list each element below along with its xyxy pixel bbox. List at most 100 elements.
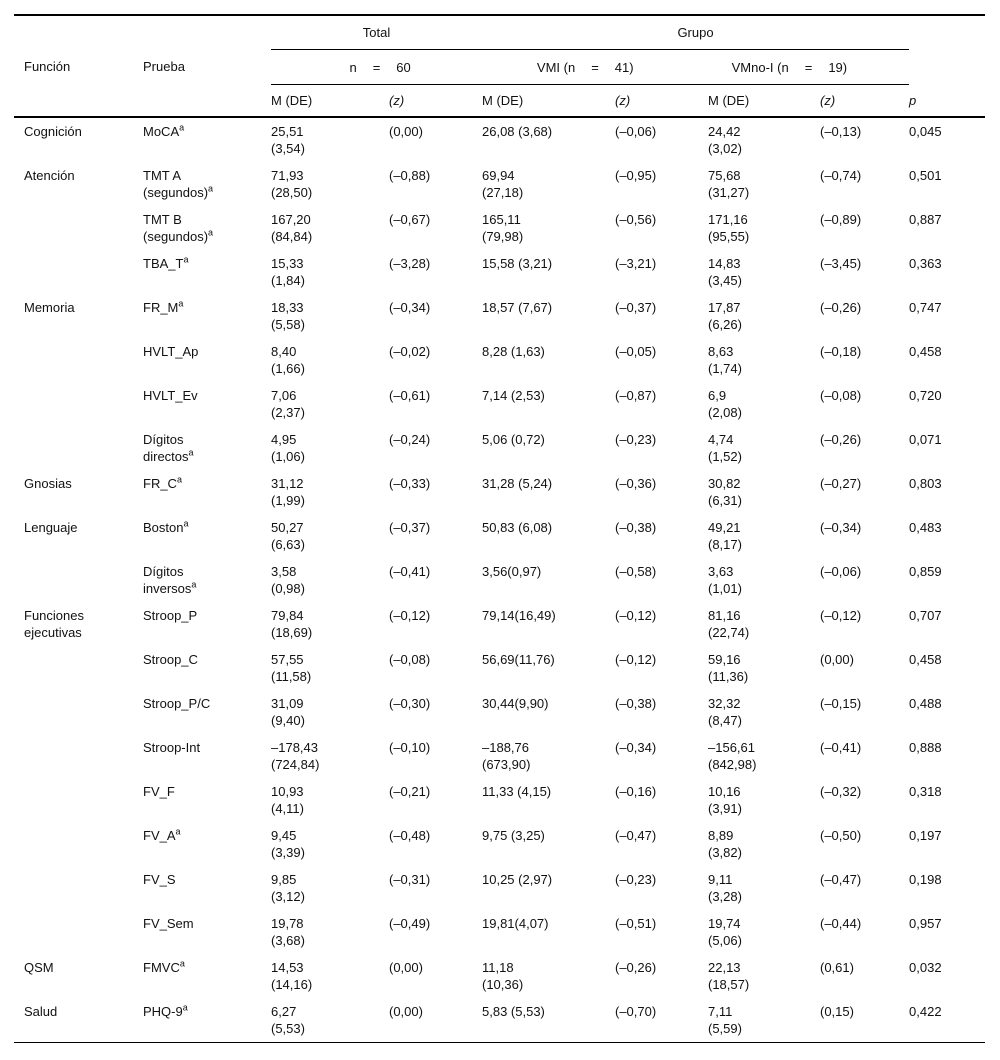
- vmi-mde-cell: 18,57 (7,67): [482, 300, 553, 315]
- p-cell: 0,071: [909, 432, 942, 447]
- prueba-cell: Stroop-Int: [143, 734, 271, 778]
- vmno-z-cell: (–0,32): [820, 784, 862, 799]
- total-z-cell: (–0,10): [389, 740, 431, 755]
- table-row: Memoria FR_Ma 18,33 (5,58) (–0,34) 18,57…: [14, 294, 985, 338]
- vmi-z-cell: (–0,87): [615, 388, 657, 403]
- prueba-label: Stroop_P: [143, 608, 198, 623]
- vmno-z-cell: (–0,47): [820, 872, 862, 887]
- vmi-mde-cell: 9,75 (3,25): [482, 828, 545, 843]
- vmi-z-cell: (–0,47): [615, 828, 657, 843]
- table-row: Lenguaje Bostona 50,27 (6,63) (–0,37) 50…: [14, 514, 985, 558]
- prueba-label: TBA_T: [143, 256, 184, 271]
- vmi-mde-cell: 50,83 (6,08): [482, 520, 553, 535]
- table-row: FV_Sem 19,78 (3,68) (–0,49) 19,81(4,07) …: [14, 910, 985, 954]
- vmno-mde-cell: 10,16 (3,91): [708, 784, 742, 816]
- funcion-cell: Memoria: [24, 300, 75, 315]
- total-mde-cell: 71,93 (28,50): [271, 168, 313, 200]
- prueba-label: FR_M: [143, 300, 179, 315]
- funcion-cell: Lenguaje: [24, 520, 78, 535]
- p-cell: 0,501: [909, 168, 942, 183]
- total-z-cell: (0,00): [389, 960, 423, 975]
- vmi-z-cell: (–0,12): [615, 652, 657, 667]
- prueba-label: Stroop_C: [143, 652, 198, 667]
- funcion-cell: [14, 690, 143, 734]
- table-row: Dígitos directosa 4,95 (1,06) (–0,24) 5,…: [14, 426, 985, 470]
- header-total: Total: [271, 15, 482, 50]
- vmno-z-cell: (–0,08): [820, 388, 862, 403]
- funcion-cell: Gnosias: [24, 476, 72, 491]
- vmno-z-cell: (–0,27): [820, 476, 862, 491]
- p-cell: 0,458: [909, 344, 942, 359]
- vmno-mde-cell: 4,74 (1,52): [708, 432, 742, 464]
- prueba-cell: PHQ-9a: [143, 998, 271, 1043]
- p-cell: 0,888: [909, 740, 942, 755]
- vmno-z-cell: (0,61): [820, 960, 854, 975]
- header-vmno-n: VMno-I (n = 19): [708, 49, 910, 85]
- prueba-label: FMVC: [143, 960, 180, 975]
- footnote-marker: a: [178, 298, 184, 309]
- total-z-cell: (0,00): [389, 1004, 423, 1019]
- prueba-label: FV_Sem: [143, 916, 194, 931]
- p-cell: 0,488: [909, 696, 942, 711]
- p-cell: 0,458: [909, 652, 942, 667]
- total-z-cell: (–0,67): [389, 212, 431, 227]
- total-mde-cell: 50,27 (6,63): [271, 520, 305, 552]
- p-cell: 0,198: [909, 872, 942, 887]
- vmno-z-cell: (0,00): [820, 652, 854, 667]
- header-mde-vmi: M (DE): [482, 84, 615, 118]
- vmi-mde-cell: –188,76 (673,90): [482, 740, 531, 772]
- header-spacer: [909, 50, 985, 85]
- total-n-eq: =: [372, 59, 381, 75]
- vmi-mde-cell: 11,18 (10,36): [482, 960, 524, 992]
- vmno-mde-cell: 24,42 (3,02): [708, 124, 742, 156]
- table-row: Stroop-Int –178,43 (724,84) (–0,10) –188…: [14, 734, 985, 778]
- total-z-cell: (–0,31): [389, 872, 431, 887]
- p-cell: 0,483: [909, 520, 942, 535]
- total-mde-cell: 31,09 (9,40): [271, 696, 305, 728]
- total-mde-cell: 57,55 (11,58): [271, 652, 312, 684]
- prueba-cell: FV_Aa: [143, 822, 271, 866]
- table-row: Stroop_C 57,55 (11,58) (–0,08) 56,69(11,…: [14, 646, 985, 690]
- prueba-label: FR_C: [143, 476, 177, 491]
- total-mde-cell: –178,43 (724,84): [271, 740, 320, 772]
- vmno-z-cell: (–3,45): [820, 256, 862, 271]
- vmno-z-cell: (–0,74): [820, 168, 862, 183]
- footnote-marker: a: [179, 122, 185, 133]
- vmno-mde-cell: 30,82 (6,31): [708, 476, 742, 508]
- vmno-mde-cell: 49,21 (8,17): [708, 520, 742, 552]
- prueba-cell: FMVCa: [143, 954, 271, 998]
- vmi-mde-cell: 31,28 (5,24): [482, 476, 553, 491]
- p-cell: 0,887: [909, 212, 942, 227]
- table-header: Función Prueba Total Grupo n = 60 VMI (n = 4…: [14, 15, 986, 118]
- table-row: Atención TMT A (segundos)a 71,93 (28,50)…: [14, 162, 985, 206]
- prueba-cell: FV_F: [143, 778, 271, 822]
- p-cell: 0,318: [909, 784, 942, 799]
- p-cell: 0,422: [909, 1004, 942, 1019]
- prueba-cell: TMT A (segundos)a: [143, 162, 271, 206]
- vmi-mde-cell: 30,44(9,90): [482, 696, 549, 711]
- prueba-label: Dígitos directos: [143, 432, 189, 464]
- funcion-cell: [14, 382, 143, 426]
- prueba-cell: FV_Sem: [143, 910, 271, 954]
- vmi-mde-cell: 7,14 (2,53): [482, 388, 545, 403]
- total-mde-cell: 79,84 (18,69): [271, 608, 313, 640]
- footnote-marker: a: [183, 518, 189, 529]
- funcion-cell: [14, 206, 143, 250]
- vmno-mde-cell: 19,74 (5,06): [708, 916, 742, 948]
- vmi-mde-cell: 165,11 (79,98): [482, 212, 524, 244]
- vmno-z-cell: (–0,34): [820, 520, 862, 535]
- funcion-cell: [14, 822, 143, 866]
- vmno-mde-cell: 6,9 (2,08): [708, 388, 742, 420]
- table-row: Dígitos inversosa 3,58 (0,98) (–0,41) 3,…: [14, 558, 985, 602]
- total-mde-cell: 7,06 (2,37): [271, 388, 305, 420]
- vmi-z-cell: (–0,38): [615, 696, 657, 711]
- vmi-z-cell: (–0,05): [615, 344, 657, 359]
- header-n-row: n = 60 VMI (n = 41) VMno-I (n = 19): [14, 49, 985, 85]
- total-z-cell: (–0,34): [389, 300, 431, 315]
- table-row: TMT B (segundos)a 167,20 (84,84) (–0,67)…: [14, 206, 985, 250]
- header-z-vmi: (z): [615, 84, 708, 118]
- vmi-mde-cell: 19,81(4,07): [482, 916, 549, 931]
- vmno-mde-cell: 75,68 (31,27): [708, 168, 750, 200]
- funcion-cell: [14, 646, 143, 690]
- prueba-label: MoCA: [143, 124, 180, 139]
